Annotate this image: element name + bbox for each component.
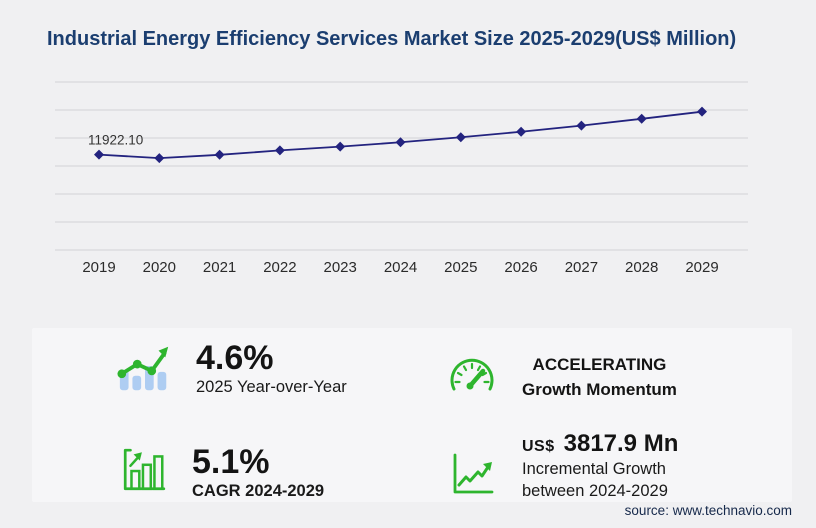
data-point-marker bbox=[636, 113, 647, 124]
chart-title: Industrial Energy Efficiency Services Ma… bbox=[47, 28, 737, 50]
incremental-label-line1: Incremental Growth bbox=[522, 460, 666, 478]
stats-panel: 4.6% 2025 Year-over-Year bbox=[32, 328, 792, 502]
x-axis-label: 2019 bbox=[82, 259, 115, 276]
yoy-value: 4.6% bbox=[196, 339, 274, 377]
yoy-label: 2025 Year-over-Year bbox=[196, 378, 347, 396]
market-size-series-line bbox=[98, 110, 703, 160]
incremental-currency: US$ bbox=[522, 438, 555, 455]
x-axis-label: 2027 bbox=[565, 259, 598, 276]
momentum-label: Growth Momentum bbox=[522, 380, 677, 399]
x-axis-label: 2028 bbox=[625, 259, 658, 276]
x-axis-label: 2024 bbox=[384, 259, 417, 276]
market-size-line-chart: 11922.10 2019 2020 2021 2022 2023 2024 2025 2026… bbox=[55, 81, 748, 276]
x-axis-label: 2026 bbox=[504, 259, 537, 276]
data-point-marker bbox=[455, 132, 466, 143]
bar-chart-frame-icon bbox=[123, 448, 166, 491]
data-point-marker bbox=[94, 149, 104, 160]
data-point-marker bbox=[516, 126, 527, 137]
incremental-value: 3817.9 Mn bbox=[563, 430, 679, 457]
bar-chart-growth-icon bbox=[117, 346, 169, 391]
data-point-marker bbox=[697, 106, 707, 117]
stat-cagr: 5.1% CAGR 2024-2029 bbox=[120, 444, 324, 502]
stat-incremental-growth: US$ 3817.9 Mn Incremental Growth between… bbox=[450, 430, 678, 502]
data-point-marker bbox=[395, 137, 406, 148]
stat-yoy-growth: 4.6% 2025 Year-over-Year bbox=[116, 340, 347, 398]
data-point-marker bbox=[154, 153, 165, 164]
source-attribution: source: www.technavio.com bbox=[624, 503, 792, 518]
x-axis-label: 2025 bbox=[444, 259, 477, 276]
first-point-data-label: 11922.10 bbox=[88, 133, 143, 148]
cagr-label: CAGR 2024-2029 bbox=[192, 482, 325, 500]
momentum-status: ACCELERATING bbox=[532, 355, 667, 374]
cagr-value: 5.1% bbox=[192, 443, 270, 481]
x-axis-label: 2021 bbox=[203, 259, 236, 276]
data-point-marker bbox=[274, 145, 285, 156]
data-point-marker bbox=[214, 149, 225, 160]
data-point-marker bbox=[576, 120, 587, 131]
stat-growth-momentum: ACCELERATING Growth Momentum bbox=[446, 352, 677, 402]
x-axis-label: 2023 bbox=[324, 259, 357, 276]
x-axis-label: 2029 bbox=[685, 259, 718, 276]
line-growth-icon bbox=[453, 453, 494, 494]
incremental-label-line2: between 2024-2029 bbox=[522, 482, 668, 500]
x-axis-label: 2022 bbox=[263, 259, 296, 276]
data-point-marker bbox=[335, 141, 346, 152]
speedometer-icon bbox=[450, 358, 494, 391]
x-axis-label: 2020 bbox=[143, 259, 176, 276]
